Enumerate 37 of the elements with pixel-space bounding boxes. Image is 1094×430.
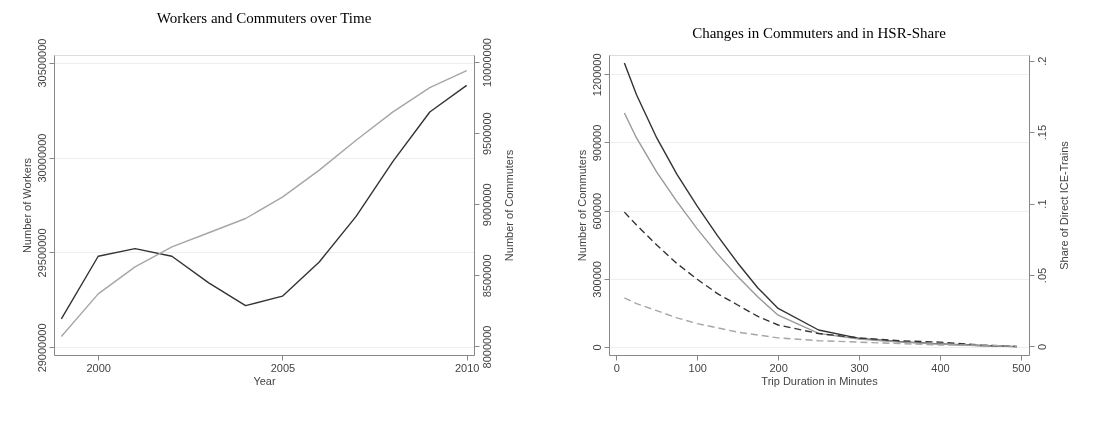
y-axis-title: Number of Workers	[20, 157, 33, 254]
y-tick-label: 0	[590, 344, 603, 351]
x-tick-label: 300	[850, 361, 869, 374]
x-tick-label: 400	[931, 361, 950, 374]
y-axis-title: Number of Commuters	[575, 149, 588, 262]
chart-title: Changes in Commuters and in HSR-Share	[692, 24, 947, 41]
x-tick-label: 100	[688, 361, 707, 374]
y2-tick-label: 8500000	[480, 254, 493, 298]
y2-tick-label: 10000000	[480, 38, 493, 88]
y-tick-label: 1200000	[590, 53, 603, 97]
y2-tick-label: 0	[1035, 343, 1048, 350]
y2-tick-label: 9500000	[480, 112, 493, 156]
x-tick-label: 2010	[454, 361, 480, 374]
y-tick-label: 30500000	[35, 38, 48, 88]
y2-tick-label: .1	[1035, 199, 1048, 209]
x-tick-label: 200	[769, 361, 788, 374]
x-tick-label: 500	[1012, 361, 1031, 374]
y-tick-label: 30000000	[35, 133, 48, 183]
y-tick-label: 29000000	[35, 323, 48, 373]
y2-tick-label: .05	[1035, 267, 1048, 284]
y-tick-label: 300000	[590, 261, 603, 298]
y2-tick-label: .2	[1035, 56, 1048, 66]
x-axis-title: Year	[253, 374, 276, 387]
y2-tick-label: 8000000	[480, 325, 493, 369]
y-tick-label: 900000	[590, 124, 603, 162]
y-tick-label: 29500000	[35, 228, 48, 278]
y2-tick-label: .15	[1035, 124, 1048, 141]
x-tick-label: 2000	[86, 361, 111, 374]
x-axis-title: Trip Duration in Minutes	[761, 374, 879, 387]
line-series	[623, 297, 1018, 348]
chart-title: Workers and Commuters over Time	[156, 9, 372, 26]
y2-axis-title: Share of Direct ICE-Trains	[1057, 140, 1070, 270]
y-tick-label: 600000	[590, 192, 603, 230]
y2-axis-title: Number of Commuters	[502, 149, 515, 262]
x-tick-label: 0	[613, 361, 620, 374]
y2-tick-label: 9000000	[480, 183, 493, 227]
x-tick-label: 2005	[270, 361, 296, 374]
